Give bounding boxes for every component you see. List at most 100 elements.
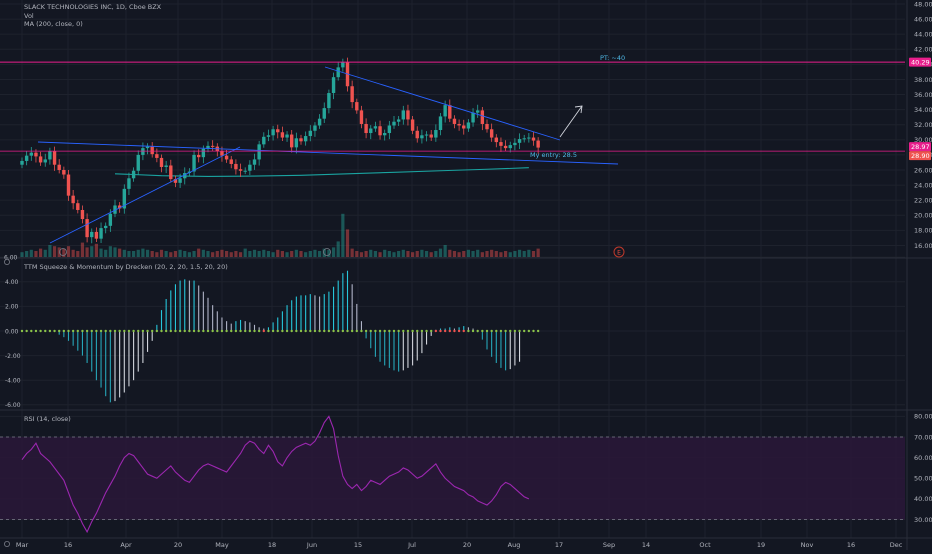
candle-body — [331, 77, 336, 94]
candle-body — [80, 209, 85, 220]
volume-bar — [429, 252, 433, 257]
squeeze-dot — [230, 329, 233, 333]
squeeze-dot — [160, 329, 163, 333]
candle-body — [220, 151, 224, 156]
volume-bar — [527, 249, 531, 257]
rsi-legend: RSI (14, close) — [24, 415, 71, 424]
volume-bar — [397, 251, 401, 257]
candle-body — [131, 170, 136, 179]
squeeze-dot — [271, 329, 275, 333]
squeeze-dot — [262, 329, 265, 333]
volume-bar — [211, 252, 215, 257]
candle-body — [48, 151, 52, 160]
volume-bar — [141, 248, 145, 257]
candle-body — [499, 142, 503, 146]
squeeze-dot — [341, 329, 345, 333]
squeeze-legend: TTM Squeeze & Momentum by Drecken (20, 2… — [24, 263, 228, 272]
squeeze-dot — [518, 329, 521, 333]
volume-bar — [76, 251, 80, 257]
candle-body — [466, 122, 471, 129]
candle-body — [317, 118, 322, 126]
candle-body — [294, 138, 299, 148]
pt-label: PT: ~40 — [600, 54, 625, 62]
volume-bar — [104, 249, 108, 257]
candle-body — [224, 155, 229, 160]
candle-body — [448, 105, 452, 119]
volume-bar — [462, 251, 466, 257]
squeeze-dot — [132, 329, 135, 333]
volume-bar — [266, 251, 271, 257]
squeeze-dot — [369, 329, 372, 333]
candle-body — [71, 195, 75, 204]
squeeze-dot — [253, 329, 256, 333]
candle-body — [104, 225, 108, 229]
squeeze-dot — [439, 329, 442, 333]
squeeze-dot — [174, 329, 177, 333]
squeeze-dot — [234, 329, 238, 333]
price-legend: SLACK TECHNOLOGIES INC, 1D, Cboe BZX Vol… — [24, 3, 161, 29]
volume-bar — [434, 251, 438, 257]
squeeze-dot — [318, 329, 321, 333]
squeeze-dot — [239, 329, 242, 333]
last-price-badge-bg — [909, 142, 931, 152]
volume-bar — [220, 249, 224, 257]
squeeze-dot — [257, 329, 261, 333]
candle-body — [299, 138, 303, 142]
squeeze-dot — [109, 329, 112, 333]
candle-body — [355, 102, 359, 111]
squeeze-dot — [58, 329, 61, 333]
candle-body — [169, 165, 173, 180]
candle-body — [313, 125, 317, 131]
squeeze-dot — [267, 329, 270, 333]
volume-bar — [52, 246, 57, 257]
volume-bar — [113, 247, 117, 257]
volume-bar — [313, 249, 317, 257]
settings-gear-icon[interactable] — [4, 258, 10, 265]
volume-bar — [262, 249, 266, 257]
rsi-tick-label: 30.00 — [914, 516, 932, 524]
volume-bar — [392, 252, 396, 257]
volume-bar — [215, 251, 219, 257]
candle-body — [52, 151, 57, 165]
volume-bar — [359, 252, 364, 257]
volume-bar — [480, 252, 484, 257]
squeeze-dot — [34, 329, 38, 333]
price-tick-label: 30.00 — [914, 136, 932, 144]
candle-body — [406, 110, 410, 120]
candle-body — [508, 145, 512, 149]
settings-gear-icon[interactable] — [4, 541, 10, 548]
price-tick-label: 32.00 — [914, 121, 932, 129]
candle-body — [494, 137, 498, 143]
time-tick-label: 16 — [64, 541, 72, 549]
volume-bar — [280, 251, 284, 257]
price-tick-label: 16.00 — [914, 242, 932, 250]
volume-bar — [424, 251, 429, 257]
rsi-tick-label: 50.00 — [914, 475, 932, 483]
volume-bar — [457, 252, 461, 257]
candle-body — [20, 160, 24, 165]
volume-bar — [285, 252, 289, 257]
candle-body — [290, 134, 294, 148]
volume-bar — [99, 248, 103, 257]
candle-body — [438, 116, 443, 131]
time-tick-label: Mar — [16, 541, 29, 549]
volume-bar — [448, 249, 452, 257]
volume-bar — [355, 251, 359, 257]
squeeze-dot — [285, 329, 289, 333]
time-tick-label: Dec — [890, 541, 903, 549]
volume-bar — [452, 251, 457, 257]
support-trendline — [49, 146, 241, 244]
candle-body — [85, 219, 89, 238]
price-tick-label: 22.00 — [914, 196, 932, 204]
volume-bar — [20, 252, 24, 257]
price-tick-label: 36.00 — [914, 91, 932, 99]
symbol-title: SLACK TECHNOLOGIES INC, 1D, Cboe BZX — [24, 3, 162, 11]
candle-body — [471, 112, 475, 123]
squeeze-dot — [392, 329, 396, 333]
volume-bar — [122, 249, 126, 257]
time-axis: Mar 16 Apr 20 May 18 Jun 15 Jul 20 Aug 17 Sep 14 Oct 19… — [16, 541, 903, 549]
volume-bar — [43, 249, 47, 257]
time-tick-label: 19 — [757, 541, 765, 549]
